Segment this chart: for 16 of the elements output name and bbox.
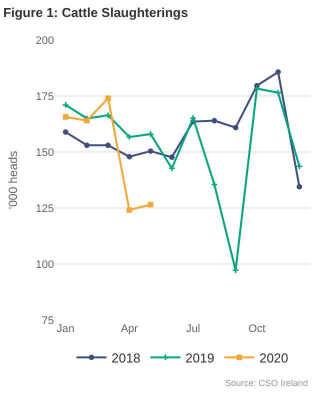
y-tick-label: 175 xyxy=(36,90,54,103)
x-tick-label: Jul xyxy=(186,323,200,335)
legend-label: 2020 xyxy=(259,350,288,366)
y-tick-label: 200 xyxy=(36,34,54,47)
y-tick-label: 150 xyxy=(36,146,54,159)
x-tick-label: Jan xyxy=(56,323,75,335)
legend-label: 2019 xyxy=(185,350,214,366)
source-note: Source: CSO Ireland xyxy=(225,378,308,388)
x-tick-label: Apr xyxy=(120,323,138,335)
x-tick-label: Oct xyxy=(248,323,266,335)
y-tick-label: 75 xyxy=(42,314,54,327)
legend-label: 2018 xyxy=(112,350,140,366)
y-tick-label: 100 xyxy=(36,258,54,271)
chart-title: Figure 1: Cattle Slaughterings xyxy=(3,5,188,20)
y-axis-title: '000 heads xyxy=(6,150,20,210)
y-tick-label: 125 xyxy=(36,202,54,215)
